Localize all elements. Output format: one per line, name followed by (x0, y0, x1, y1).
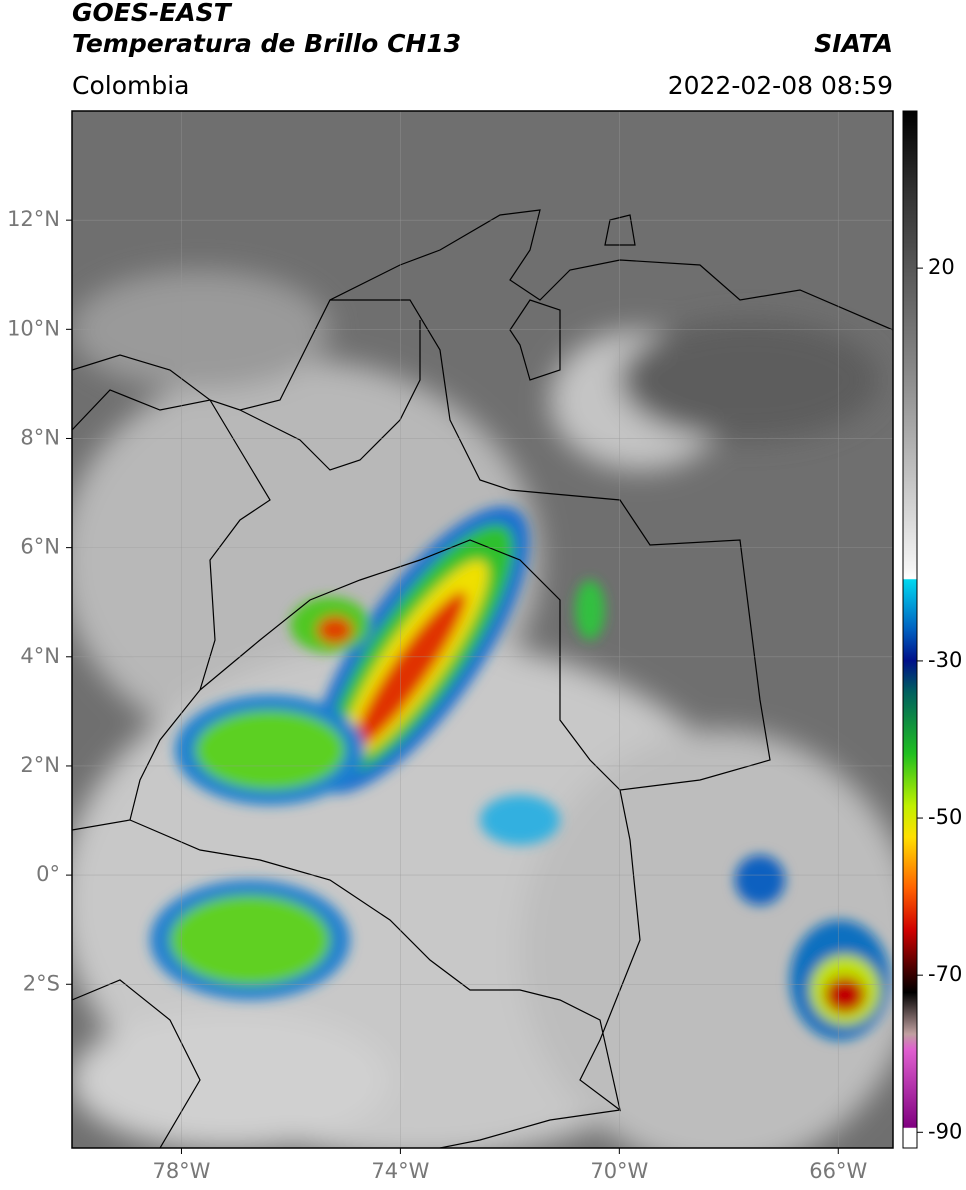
datetime: 2022-02-08 08:59 (668, 71, 893, 100)
y-tick-label: 0° (36, 862, 60, 886)
title: GOES-EAST (72, 0, 233, 27)
y-tick-label: 4°N (20, 644, 60, 668)
y-tick-label: 2°N (20, 753, 60, 777)
colorbar-tick-label: -70 (928, 962, 962, 986)
y-tick-label: 10°N (7, 316, 60, 340)
graticule (72, 111, 893, 1148)
subtitle: Temperatura de Brillo CH13 (72, 29, 461, 58)
colorbar-tick-label: 20 (928, 255, 955, 279)
x-tick-label: 66°W (809, 1159, 867, 1183)
y-tick-label: 2°S (23, 971, 60, 995)
x-tick-label: 74°W (371, 1159, 429, 1183)
colorbar-tick-label: -50 (928, 805, 962, 829)
colorbar (902, 110, 918, 1149)
y-tick-label: 6°N (20, 535, 60, 559)
x-tick-label: 70°W (590, 1159, 648, 1183)
y-tick-label: 8°N (20, 425, 60, 449)
source: SIATA (814, 29, 893, 58)
colorbar-tick-label: -30 (928, 648, 962, 672)
region: Colombia (72, 71, 189, 100)
satellite-image (72, 111, 893, 1148)
x-tick-label: 78°W (152, 1159, 210, 1183)
colorbar-tick-label: -90 (928, 1119, 962, 1143)
y-tick-label: 12°N (7, 207, 60, 231)
map-frame (71, 110, 894, 1149)
